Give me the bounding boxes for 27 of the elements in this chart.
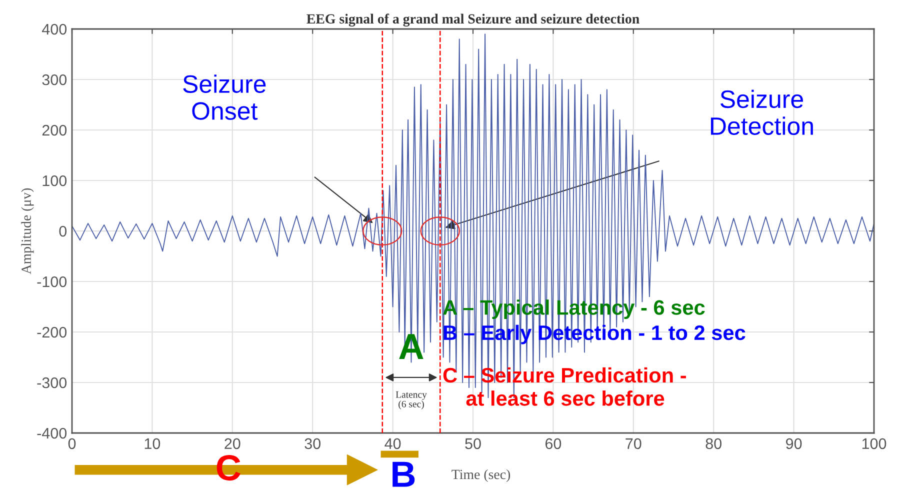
x-tick-label: 0 bbox=[68, 438, 76, 450]
x-tick-label: 90 bbox=[786, 438, 802, 450]
x-tick-label: 40 bbox=[384, 438, 401, 450]
y-tick-label: 400 bbox=[42, 24, 67, 35]
annotation: Seizure Onset bbox=[183, 74, 266, 120]
annotation: Seizure Detection bbox=[710, 90, 813, 136]
x-tick-label: 20 bbox=[224, 438, 240, 450]
y-tick-label: 100 bbox=[42, 175, 67, 186]
text: B bbox=[392, 462, 415, 487]
y-tick-label: 0 bbox=[59, 226, 67, 237]
x-tick-label: 60 bbox=[545, 438, 562, 450]
y-tick-label: 300 bbox=[42, 74, 67, 86]
y-tick-label: -400 bbox=[37, 428, 67, 439]
y-tick-label: -200 bbox=[37, 326, 67, 338]
x-tick-label: 70 bbox=[626, 438, 642, 450]
y-tick-label: -100 bbox=[37, 276, 67, 288]
x-tick-label: 10 bbox=[144, 438, 160, 450]
x-tick-label: 80 bbox=[706, 438, 722, 450]
x-tick-label: 100 bbox=[862, 438, 886, 450]
y-tick-label: 200 bbox=[42, 124, 67, 136]
y-tick-label: -300 bbox=[37, 377, 67, 388]
annotation: Latency (6 sec) bbox=[396, 391, 427, 410]
y-axis-title: Amplitude (μv) bbox=[21, 188, 34, 274]
x-tick-label: 30 bbox=[304, 438, 320, 450]
x-axis-title: Time (sec) bbox=[452, 469, 510, 482]
x-tick-label: 50 bbox=[465, 438, 481, 450]
chart-title: EEG signal of a grand mal Seizure and seizure detection bbox=[306, 14, 640, 27]
